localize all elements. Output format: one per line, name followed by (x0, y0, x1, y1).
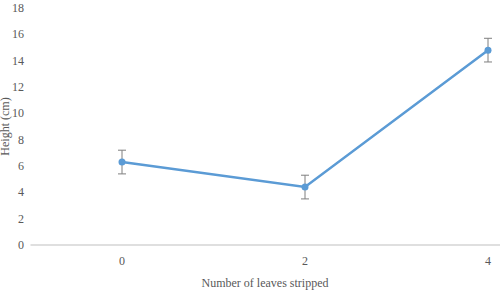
data-point (119, 159, 126, 166)
y-tick-label: 0 (18, 238, 24, 252)
error-bar-cap (301, 175, 309, 176)
data-point (485, 47, 492, 54)
error-bar (484, 38, 492, 62)
y-tick-label: 2 (18, 212, 24, 226)
x-tick-label: 4 (485, 254, 491, 268)
x-tick-label: 2 (302, 254, 308, 268)
error-bar-cap (484, 61, 492, 62)
error-bar-cap (301, 198, 309, 199)
x-tick-label: 0 (119, 254, 125, 268)
data-point (302, 184, 309, 191)
chart-container: 0 2 4 6 8 10 12 14 16 18 0 2 4 Number of leaves strip… (0, 0, 500, 295)
error-bar-cap (484, 38, 492, 39)
x-axis-line (31, 245, 500, 246)
error-bar-cap (118, 150, 126, 151)
y-tick-label: 12 (12, 80, 24, 94)
plot-area (118, 38, 492, 199)
error-bar-cap (118, 173, 126, 174)
y-tick-label: 6 (18, 159, 24, 173)
y-tick-label: 18 (12, 1, 24, 15)
y-tick-label: 10 (12, 106, 24, 120)
data-line (122, 50, 488, 187)
y-tick-label: 4 (18, 185, 24, 199)
y-axis-title: Height (cm) (0, 97, 12, 155)
error-bar (301, 175, 309, 199)
y-tick-label: 14 (12, 54, 24, 68)
y-tick-label: 16 (12, 27, 24, 41)
chart-svg: 0 2 4 6 8 10 12 14 16 18 0 2 4 Number of leaves strip… (0, 0, 500, 295)
x-axis-title: Number of leaves stripped (202, 276, 329, 290)
y-tick-label: 8 (18, 133, 24, 147)
error-bar (118, 150, 126, 174)
